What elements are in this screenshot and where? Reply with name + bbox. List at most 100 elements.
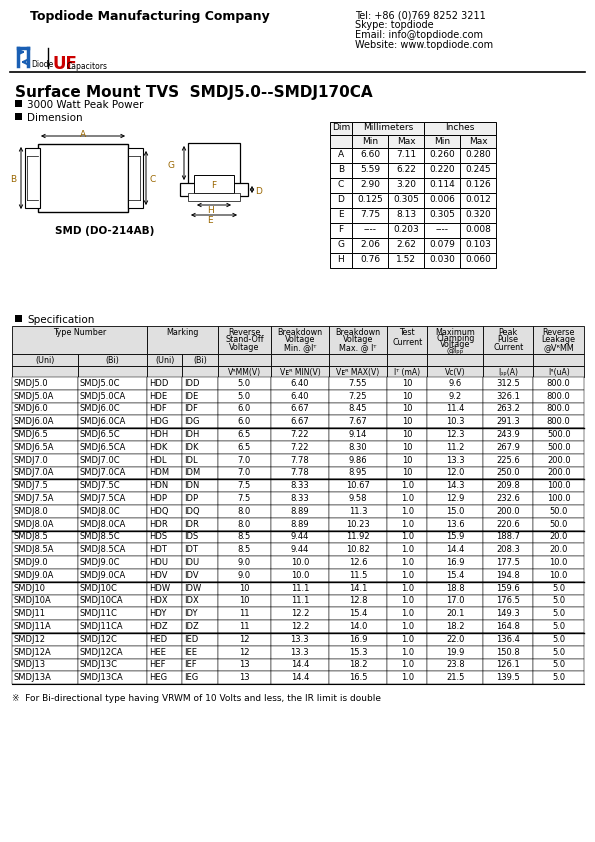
Bar <box>78 569 147 582</box>
Bar <box>188 193 240 201</box>
Text: SMDJ13C: SMDJ13C <box>80 660 118 669</box>
Bar <box>271 518 329 530</box>
Bar <box>534 557 584 569</box>
Bar <box>183 633 218 646</box>
Text: SMDJ6.5CA: SMDJ6.5CA <box>80 443 126 452</box>
Bar <box>218 658 271 671</box>
Bar <box>329 594 387 607</box>
Bar <box>12 354 78 366</box>
Text: 5.0: 5.0 <box>238 379 251 388</box>
Text: SMDJ7.0CA: SMDJ7.0CA <box>80 468 126 477</box>
Text: F: F <box>339 225 343 234</box>
Text: IDS: IDS <box>184 532 199 541</box>
Bar <box>271 557 329 569</box>
Bar <box>12 366 78 377</box>
Text: HDT: HDT <box>149 546 167 554</box>
Bar <box>183 441 218 454</box>
Bar <box>78 671 147 685</box>
Text: Current: Current <box>392 338 422 347</box>
Text: 13.3: 13.3 <box>446 456 465 465</box>
Bar <box>218 518 271 530</box>
Text: Stand-Off: Stand-Off <box>225 335 264 344</box>
Text: 7.67: 7.67 <box>349 417 367 426</box>
Text: C: C <box>150 175 156 184</box>
Text: 200.0: 200.0 <box>547 456 571 465</box>
Bar <box>218 354 271 366</box>
Text: 50.0: 50.0 <box>550 507 568 516</box>
Bar <box>427 621 483 633</box>
Bar <box>183 479 218 493</box>
Bar <box>218 505 271 518</box>
Bar <box>183 543 218 557</box>
Text: SMDJ10C: SMDJ10C <box>80 584 118 593</box>
Bar <box>388 148 424 163</box>
Text: Voltage: Voltage <box>440 339 471 349</box>
Text: SMDJ6.0A: SMDJ6.0A <box>14 417 55 426</box>
Text: IDQ: IDQ <box>184 507 200 516</box>
Text: IDX: IDX <box>184 596 199 605</box>
Bar <box>483 377 534 390</box>
Bar <box>147 557 183 569</box>
Text: 0.079: 0.079 <box>429 240 455 249</box>
Text: 16.9: 16.9 <box>349 635 367 644</box>
Text: IDH: IDH <box>184 430 200 439</box>
Text: 267.9: 267.9 <box>496 443 520 452</box>
Text: SMDJ8.0A: SMDJ8.0A <box>14 520 55 529</box>
Text: 6.22: 6.22 <box>396 165 416 174</box>
Text: 1.0: 1.0 <box>400 481 414 490</box>
Bar <box>329 366 387 377</box>
Text: ※  For Bi-directional type having VRWM of 10 Volts and less, the IR limit is dou: ※ For Bi-directional type having VRWM of… <box>12 694 381 703</box>
Bar <box>352 163 388 178</box>
Bar <box>329 466 387 479</box>
Bar <box>147 493 183 505</box>
Text: 12.0: 12.0 <box>446 468 464 477</box>
Bar <box>218 646 271 658</box>
Text: 7.78: 7.78 <box>290 468 309 477</box>
Text: 800.0: 800.0 <box>547 404 571 413</box>
Bar <box>271 658 329 671</box>
Text: 6.67: 6.67 <box>290 404 309 413</box>
Bar <box>147 543 183 557</box>
Text: SMDJ8.5: SMDJ8.5 <box>14 532 49 541</box>
Text: 1.0: 1.0 <box>400 558 414 567</box>
Text: 9.44: 9.44 <box>291 532 309 541</box>
Text: 1.0: 1.0 <box>400 622 414 631</box>
Bar <box>534 415 584 429</box>
Text: 11.5: 11.5 <box>349 571 367 580</box>
Text: 12.8: 12.8 <box>349 596 367 605</box>
Text: IDF: IDF <box>184 404 198 413</box>
Text: 6.5: 6.5 <box>238 443 251 452</box>
Bar <box>460 223 496 238</box>
Text: IDY: IDY <box>184 610 198 618</box>
Bar <box>483 402 534 415</box>
Bar <box>180 183 248 196</box>
Bar <box>534 377 584 390</box>
Text: 11.2: 11.2 <box>446 443 464 452</box>
Text: 18.2: 18.2 <box>446 622 465 631</box>
Text: E: E <box>338 210 344 219</box>
Text: SMDJ7.5CA: SMDJ7.5CA <box>80 494 126 503</box>
Text: IDZ: IDZ <box>184 622 199 631</box>
Text: 1.0: 1.0 <box>400 507 414 516</box>
Text: SMDJ11CA: SMDJ11CA <box>80 622 123 631</box>
Text: SMDJ6.5A: SMDJ6.5A <box>14 443 55 452</box>
Text: 12.9: 12.9 <box>446 494 464 503</box>
Text: SMDJ5.0A: SMDJ5.0A <box>14 392 54 401</box>
Bar <box>183 557 218 569</box>
Bar <box>460 238 496 253</box>
Bar <box>78 582 147 594</box>
Bar <box>78 466 147 479</box>
Bar <box>483 479 534 493</box>
Text: IDT: IDT <box>184 546 199 554</box>
Bar <box>147 594 183 607</box>
Text: H: H <box>206 206 214 215</box>
Text: 10.23: 10.23 <box>346 520 370 529</box>
Bar <box>147 429 183 441</box>
Text: 7.55: 7.55 <box>349 379 367 388</box>
Bar <box>427 543 483 557</box>
Bar <box>424 223 460 238</box>
Text: SMDJ12CA: SMDJ12CA <box>80 647 123 657</box>
Text: SMDJ7.0A: SMDJ7.0A <box>14 468 55 477</box>
Text: Maximum: Maximum <box>436 328 475 337</box>
Text: IDG: IDG <box>184 417 200 426</box>
